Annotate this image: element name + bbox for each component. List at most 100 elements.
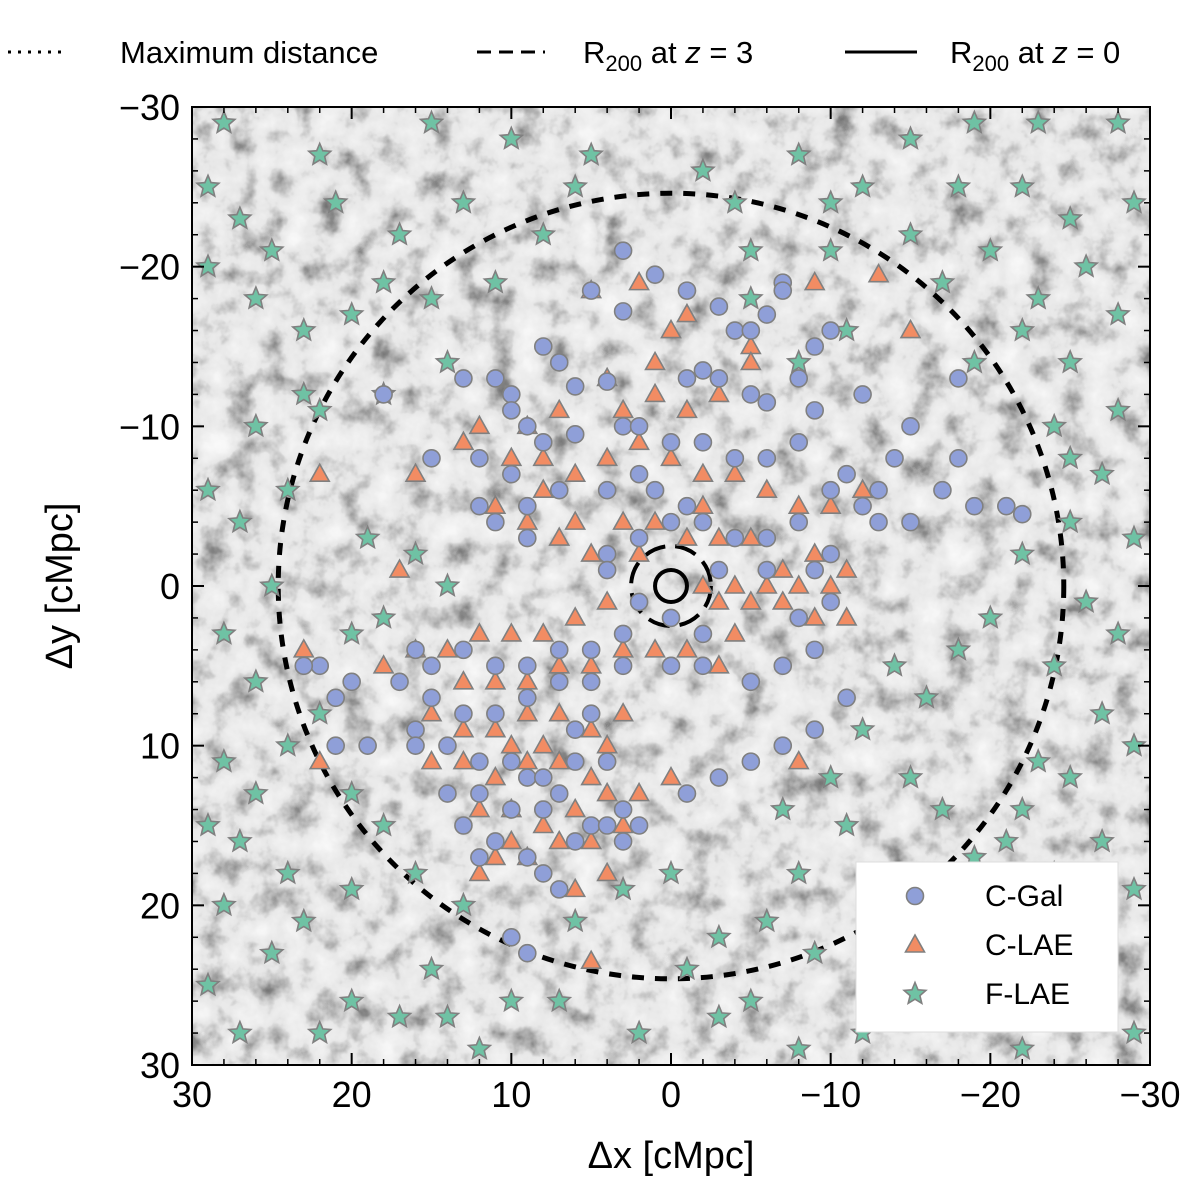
- c-lae-point: [708, 654, 730, 674]
- c-gal-point: [693, 624, 713, 644]
- f-lae-point: [211, 891, 237, 917]
- f-lae-point: [195, 253, 221, 278]
- f-lae-point: [626, 1019, 652, 1045]
- c-gal-point: [390, 672, 409, 692]
- c-lae-point: [676, 526, 698, 546]
- c-lae-point: [771, 558, 794, 578]
- f-lae-point: [1009, 1035, 1036, 1060]
- c-gal-point: [374, 385, 393, 404]
- c-lae-point: [484, 718, 507, 738]
- c-lae-point: [420, 749, 443, 770]
- c-gal-point: [517, 688, 537, 708]
- c-lae-point: [468, 622, 491, 642]
- c-lae-point: [372, 654, 395, 674]
- c-gal-point: [1012, 504, 1032, 524]
- f-lae-point: [690, 157, 716, 182]
- x-tick-label: −20: [960, 1074, 1021, 1115]
- f-lae-point: [306, 1019, 333, 1045]
- x-axis-label: Δx [cMpc]: [588, 1135, 755, 1177]
- f-lae-point: [1057, 205, 1084, 230]
- c-lae-point: [452, 430, 475, 451]
- c-gal-point: [517, 417, 537, 436]
- f-lae-point: [195, 811, 221, 837]
- f-lae-point: [227, 205, 253, 230]
- f-lae-point: [274, 476, 301, 502]
- f-lae-point: [929, 795, 956, 821]
- f-lae-point: [849, 716, 876, 741]
- c-gal-point: [454, 640, 473, 660]
- f-lae-point: [1121, 524, 1147, 550]
- f-lae-point: [753, 907, 780, 933]
- x-tick-label: 10: [491, 1074, 531, 1115]
- top-legend: Maximum distance R200 at z = 3 R200 at z…: [8, 35, 1120, 76]
- c-gal-point: [757, 448, 777, 468]
- series-c-gal: [294, 241, 1032, 963]
- c-lae-point: [420, 702, 443, 722]
- c-gal-point: [486, 369, 505, 388]
- circle-r200-z0: [653, 568, 689, 604]
- f-lae-point: [1121, 732, 1147, 757]
- c-gal-point: [613, 656, 633, 676]
- f-lae-point: [546, 987, 573, 1013]
- f-lae-point: [242, 780, 269, 805]
- c-gal-point: [565, 720, 585, 740]
- c-lae-point: [388, 558, 411, 578]
- f-lae-point: [1057, 444, 1084, 470]
- x-tick-label: 0: [661, 1074, 681, 1115]
- c-gal-point: [821, 480, 840, 500]
- f-lae-point: [195, 476, 221, 502]
- c-lae-point: [548, 702, 571, 722]
- c-gal-point: [406, 736, 425, 755]
- c-gal-point: [422, 656, 441, 676]
- c-gal-point: [358, 736, 377, 755]
- c-gal-point: [757, 305, 777, 324]
- c-lae-point: [644, 510, 666, 530]
- f-lae-point: [1025, 109, 1052, 135]
- c-gal-point: [949, 369, 968, 388]
- y-tick-label: −10: [119, 406, 180, 447]
- f-lae-point: [1025, 285, 1052, 310]
- c-lae-point: [835, 558, 858, 578]
- f-lae-point: [227, 827, 253, 853]
- c-lae-point: [532, 813, 555, 834]
- f-lae-point: [1121, 1019, 1147, 1045]
- f-lae-point: [242, 668, 269, 693]
- c-lae-point: [787, 749, 810, 770]
- c-lae-point: [660, 446, 682, 467]
- f-lae-point: [706, 923, 732, 949]
- f-lae-point: [274, 732, 301, 757]
- c-lae-point: [532, 446, 555, 467]
- c-gal-point: [821, 321, 840, 340]
- c-lae-point: [548, 829, 571, 850]
- c-lae-point: [532, 622, 555, 642]
- f-lae-point: [370, 811, 397, 837]
- c-gal-point: [549, 640, 569, 660]
- c-lae-point: [564, 510, 587, 530]
- reference-circles: [275, 190, 1067, 982]
- c-gal-point: [597, 816, 617, 835]
- c-lae-point: [803, 270, 826, 291]
- c-lae-point: [548, 526, 571, 546]
- c-gal-point: [677, 496, 697, 516]
- marker-legend-box: [855, 861, 1119, 1033]
- f-lae-point: [897, 125, 924, 150]
- f-lae-point: [338, 301, 365, 326]
- c-lae-point: [739, 526, 762, 546]
- c-gal-point: [549, 672, 569, 692]
- axis-ticks: [191, 106, 1151, 1066]
- f-lae-point: [450, 891, 477, 917]
- c-gal-point: [533, 432, 553, 452]
- c-gal-point: [725, 321, 745, 340]
- c-gal-point: [422, 448, 441, 468]
- c-gal-point: [821, 592, 840, 612]
- f-lae-point: [1089, 827, 1115, 853]
- legend-marker-f-lae: [902, 980, 928, 1005]
- c-gal-point: [326, 688, 346, 708]
- c-gal-point: [789, 369, 809, 388]
- c-lae-point: [404, 462, 427, 483]
- c-gal-point: [581, 704, 601, 724]
- f-lae-point: [306, 396, 333, 422]
- legend-label-f-lae: F-LAE: [985, 978, 1070, 1011]
- f-lae-point: [993, 827, 1020, 853]
